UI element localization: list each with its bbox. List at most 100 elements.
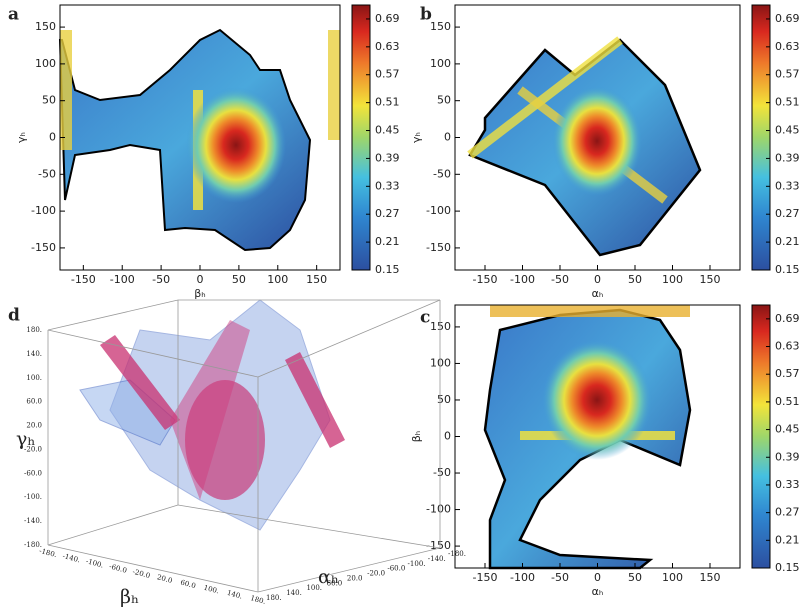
y-tick-label: -50 [433,167,451,180]
x-tick-label: -100. [85,557,104,569]
colorbar-tick-label: 0.63 [775,40,800,53]
x-tick-label: -100 [510,273,535,286]
x-axis-label: αₕ [592,287,604,300]
x-tick-label: 140. [226,589,243,601]
colorbar-tick-label: 0.15 [375,263,400,276]
x-tick-label: 50 [232,273,246,286]
z-tick-label: 20.0 [26,422,42,430]
y-tick-label: 0 [49,131,56,144]
y-tick-label: -100 [426,503,451,516]
x-axis-label: βₕ [194,287,205,300]
y-tick-label: 180. [266,594,282,602]
y-tick-label: 50 [437,393,451,406]
colorbar-tick-label: 0.51 [775,395,800,408]
colorbar-tick-label: 0.45 [375,124,400,137]
colorbar-tick-label: 0.69 [775,12,800,25]
cube-edge [47,544,259,593]
colorbar-tick-label: 0.63 [375,40,400,53]
colorbar-tick-label: 0.57 [775,367,800,380]
colorbar-tick-label: 0.51 [375,96,400,109]
z-tick-label: -60.0 [24,469,42,477]
colorbar-tick-label: 0.15 [775,263,800,276]
y-tick-label: 100. [306,584,322,592]
x-tick-label: 50 [628,571,642,584]
x-tick-label: 100 [267,273,288,286]
colorbar-tick-label: 0.15 [775,561,800,574]
y-tick-label: 50 [42,94,56,107]
x-tick-label: -150 [71,273,96,286]
y-tick-label: -60.0 [387,565,405,573]
x-tick-label: 0 [197,273,204,286]
y-tick-label: -50 [38,167,56,180]
x-tick-label: 100 [662,571,683,584]
panel-label: c [420,308,430,328]
density-c [483,305,692,570]
colorbar [751,304,771,569]
y-tick-label: 0 [444,430,451,443]
z-tick-label: 100. [26,374,42,382]
x-tick-label: 150 [700,273,721,286]
colorbar-tick-label: 0.63 [775,340,800,353]
y-tick-label: -150 [426,241,451,254]
colorbar-tick-label: 0.21 [775,235,800,248]
y-tick-label: 150 [35,20,56,33]
y-axis-label: αₕ [318,566,339,588]
colorbar [351,4,371,271]
y-tick-label: -100 [31,204,56,217]
x-tick-label: -50 [551,273,569,286]
colorbar-tick-label: 0.21 [775,533,800,546]
colorbar-tick-label: 0.39 [775,450,800,463]
y-tick-label: 100 [430,57,451,70]
z-axis-label: γₕ [16,428,36,450]
x-tick-label: 150 [306,273,327,286]
colorbar-tick-label: 0.27 [775,506,800,519]
colorbar-tick-label: 0.27 [375,207,400,220]
colorbar-tick-label: 0.33 [375,179,400,192]
y-tick-label: 20.0 [347,574,363,582]
y-tick-label: 0 [444,131,451,144]
x-tick-label: -20.0 [132,568,151,580]
z-tick-label: -100. [24,493,42,501]
y-axis-label: γₕ [15,132,28,143]
y-tick-label: 100 [430,356,451,369]
colorbar-tick-label: 0.45 [775,423,800,436]
y-tick-label: -140. [428,555,446,563]
y-tick-label: 100 [35,57,56,70]
x-tick-label: 20.0 [156,573,173,585]
colorbar-tick-label: 0.57 [775,68,800,81]
colorbar-tick-label: 0.57 [375,68,400,81]
density-a [58,28,340,252]
x-tick-label: 60.0 [179,578,196,590]
x-tick-label: -50 [551,571,569,584]
panel-label: b [420,5,432,25]
x-tick-label: 100. [203,584,220,596]
cube-edge [47,299,179,331]
colorbar-tick-label: 0.27 [775,207,800,220]
y-tick-label: -50 [433,466,451,479]
cube-edge [257,299,441,378]
y-tick-label: 50 [437,94,451,107]
colorbar [751,4,771,271]
colorbar-tick-label: 0.69 [775,312,800,325]
x-tick-label: 50 [628,273,642,286]
x-tick-label: -140. [62,552,81,564]
y-tick-label: 150 [430,320,451,333]
volume-render [79,299,345,531]
z-tick-label: -140. [24,517,42,525]
cube-edge [47,329,259,378]
x-axis-label: αₕ [592,585,604,598]
z-tick-label: 60.0 [26,398,42,406]
cube-edge [47,504,179,546]
cube-edge [177,504,441,549]
y-axis-label: γₕ [410,132,423,143]
x-tick-label: 100 [662,273,683,286]
colorbar-tick-label: 0.39 [375,151,400,164]
x-tick-label: -100 [510,571,535,584]
x-tick-label: 150 [700,571,721,584]
colorbar-tick-label: 0.39 [775,151,800,164]
x-tick-label: -150 [473,273,498,286]
x-axis-label: βₕ [120,586,139,608]
density-b [467,36,702,257]
panel-label: a [8,5,19,25]
